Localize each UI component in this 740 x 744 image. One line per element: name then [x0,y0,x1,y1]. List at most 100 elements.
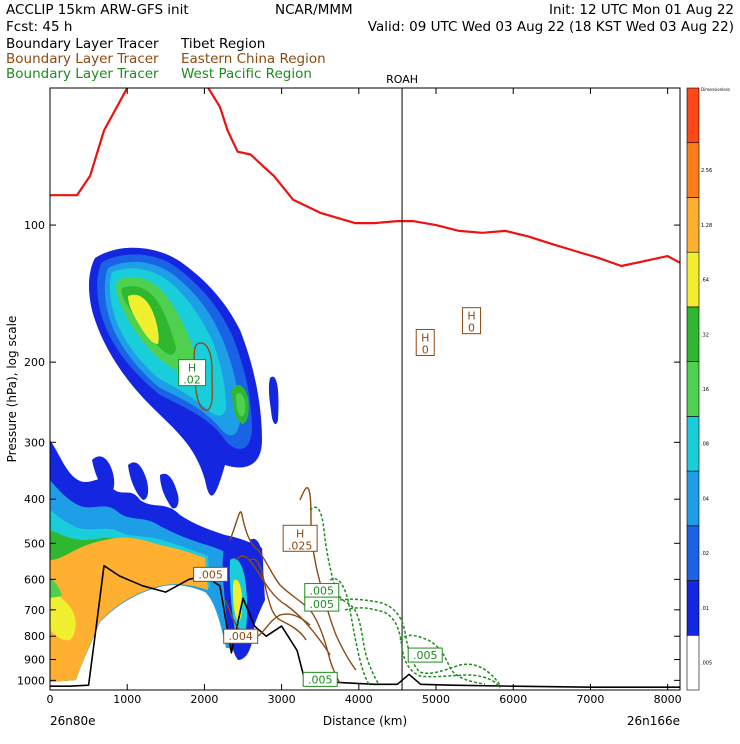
y-tick-label-200: 200 [24,356,45,369]
tropopause-line [50,88,680,268]
x-tick-label-6000: 6000 [499,693,527,706]
colorbar: .005 .01 .02 .04 .08 .16 .32 .64 1.28 2.56 Dimensi… [686,87,730,691]
contour-label-box [304,596,340,612]
boundary-layer-streak-3 [160,473,179,509]
tracer-high-value: .02 [183,374,201,387]
tracer-high-box [178,359,207,387]
legend-item-tibet-prefix: Boundary Layer Tracer [6,36,159,52]
contour-label-text: .005 [413,649,438,662]
tracer-high-letter: H [296,527,304,540]
contour-label-text: .005 [308,673,333,686]
x-axis-label: Distance (km) [323,714,407,728]
boundary-layer-streak-2 [128,462,149,500]
roah-marker-label: ROAH [386,73,418,86]
tracer-high-0: H.02 [178,359,207,387]
y-tick-label-400: 400 [24,493,45,506]
boundary-layer-orange [50,537,208,682]
header-forecast-hour: Fcst: 45 h [6,19,72,35]
contour-label-text: .004 [228,630,253,643]
west-pacific-contours-d [329,578,371,687]
header: ACCLIP 15km ARW-GFS init NCAR/MMM Init: … [6,2,734,35]
colorbar-swatch-4 [686,416,700,472]
colorbar-label-6: .32 [701,332,709,338]
contour-label-5: .005 [302,671,338,687]
colorbar-label-5: .16 [701,387,709,393]
tracer-high-2: H0 [462,307,482,335]
tracer-high-box [462,307,482,335]
tracer-high-letter: H [467,310,475,323]
legend-item-west-pacific-region: West Pacific Region [181,66,312,82]
tracer-high-value: 0 [422,343,429,356]
y-tick-label-700: 700 [24,604,45,617]
y-tick-label-300: 300 [24,436,45,449]
tracer-high-letter: H [421,331,429,344]
colorbar-swatch-5 [686,361,700,417]
colorbar-label-0: .005 [701,661,712,667]
annotations: ROAHH.02H0H0H.025.005.004.005.005.005.00… [178,73,482,687]
legend-item-eastern-china-region: Eastern China Region [181,51,326,67]
header-init-time: Init: 12 UTC Mon 01 Aug 22 [549,2,734,18]
x-tick-label-5000: 5000 [422,693,450,706]
colorbar-swatch-10 [686,87,700,144]
y-tick-label-600: 600 [24,573,45,586]
tracer-high-box [282,524,318,552]
contour-label-box [407,647,443,663]
legend-item-west-pacific-prefix: Boundary Layer Tracer [6,66,159,82]
x-tick-label-7000: 7000 [576,693,604,706]
x-tick-label-8000: 8000 [654,693,682,706]
legend-item-eastern-china-prefix: Boundary Layer Tracer [6,51,159,67]
y-tick-label-500: 500 [24,537,45,550]
contour-label-text: .005 [310,598,335,611]
tracer-high-1: H0 [415,328,435,356]
legend-item-eastern-china: Boundary Layer Tracer Eastern China Regi… [6,51,326,67]
tracer-high-3: H.025 [282,524,318,552]
tibet-plume-tail [268,376,279,425]
boundary-layer-yellow [50,590,76,641]
x-tick-label-2000: 2000 [190,693,218,706]
colorbar-label-2: .02 [701,551,709,557]
colorbar-label-9: 2.56 [701,168,712,174]
colorbar-swatch-0 [686,634,700,691]
contour-label-text: .005 [310,585,335,598]
tracer-high-box [415,328,435,356]
axes: 0 1000 2000 3000 4000 5000 6000 7000 80001002003… [5,87,682,728]
x-tick-label-0: 0 [47,693,54,706]
legend-item-west-pacific: Boundary Layer Tracer West Pacific Regio… [6,66,312,82]
colorbar-swatch-6 [686,306,700,362]
colorbar-label-8: 1.28 [701,223,712,229]
endpoint-right-label: 26n166e [627,714,680,728]
colorbar-label-1: .01 [701,606,709,612]
colorbar-swatch-7 [686,251,700,308]
eastern-china-contours-e [249,558,307,641]
colorbar-swatch-1 [686,580,700,636]
contour-label-0: .005 [193,566,229,582]
y-tick-label-100: 100 [24,219,45,232]
tracer-high-value: 0 [468,322,475,335]
boundary-layer-top-line [50,564,680,689]
y-tick-label-1000: 1000 [17,674,45,687]
colorbar-label-3: .04 [701,496,709,502]
west-pacific-contours-b [339,598,501,686]
legend-item-tibet-region: Tibet Region [180,36,265,52]
header-valid-time: Valid: 09 UTC Wed 03 Aug 22 (18 KST Wed … [368,19,734,35]
contour-label-text: .005 [198,568,223,581]
plot-lines [50,88,680,690]
legend-item-tibet: Boundary Layer Tracer Tibet Region [6,36,265,52]
colorbar-label-4: .08 [701,442,709,448]
eastern-china-contours-b [235,555,331,656]
header-model-title: ACCLIP 15km ARW-GFS init [6,2,189,18]
colorbar-swatch-9 [686,142,700,198]
contour-label-3: .005 [304,596,340,612]
colorbar-swatch-2 [686,525,700,581]
x-tick-label-3000: 3000 [268,693,296,706]
colorbar-label-7: .64 [701,278,709,284]
x-tick-label-1000: 1000 [113,693,141,706]
tracer-high-value: .025 [288,539,313,552]
colorbar-swatch-3 [686,470,700,527]
endpoint-left-label: 26n80e [50,714,96,728]
contour-label-2: .005 [304,583,340,599]
contour-label-1: .004 [223,628,259,644]
contour-label-4: .005 [407,647,443,663]
colorbar-label-10: Dimensionless [701,87,730,92]
contour-label-box [193,566,229,582]
